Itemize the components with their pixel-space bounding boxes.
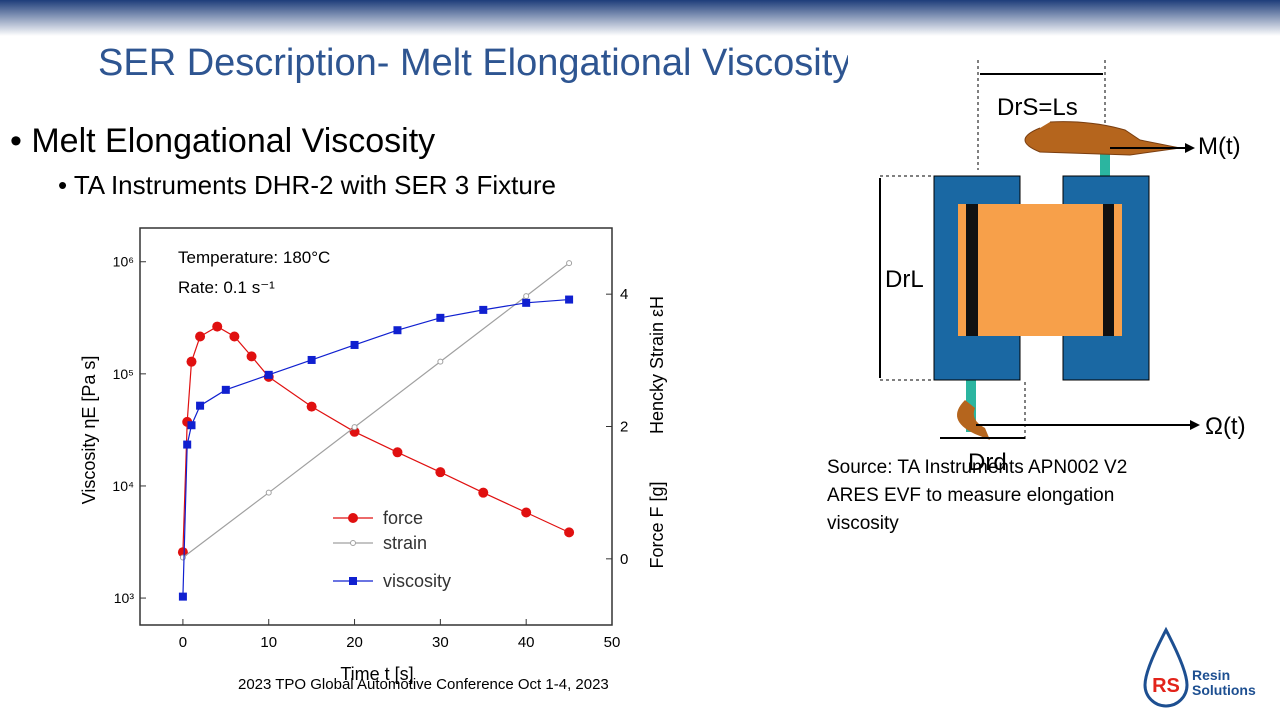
bullet: • Melt Elongational Viscosity <box>10 122 436 160</box>
marker <box>183 440 192 449</box>
marker <box>265 489 272 496</box>
series-line <box>182 325 570 553</box>
marker <box>564 527 575 538</box>
bullet-text: Melt Elongational Viscosity <box>31 122 436 160</box>
footer: 2023 TPO Global Automotive Conference Oc… <box>238 676 609 693</box>
slide-title: SER Description- Melt Elongational Visco… <box>98 42 848 84</box>
clamp <box>966 204 978 336</box>
marker <box>437 358 444 365</box>
marker <box>178 592 187 601</box>
diagram-label: DrL <box>885 266 924 293</box>
legend-label: viscosity <box>383 571 451 591</box>
legend-label: strain <box>383 533 427 553</box>
marker <box>479 305 488 314</box>
marker <box>195 331 206 342</box>
series-line <box>182 262 570 558</box>
marker <box>351 424 358 431</box>
diagram-label: Ω(t) <box>1205 413 1246 440</box>
annotation: Temperature: 180°C <box>178 248 330 267</box>
marker <box>522 298 531 307</box>
source: Source: TA Instruments APN002 V2 ARES EV… <box>827 457 1128 534</box>
x-tick-label: 10 <box>260 634 277 651</box>
rotation-arrow <box>957 400 990 440</box>
marker <box>187 421 196 430</box>
marker <box>392 447 403 458</box>
ser-diagram: DrS=Ls M(t) DrL Ω(t) Drd <box>879 60 1246 476</box>
logo-text: Resin <box>1192 667 1230 683</box>
diagram-label: Drd <box>968 449 1007 476</box>
y2-tick-label: 0 <box>620 551 628 568</box>
x-tick-label: 40 <box>518 634 535 651</box>
marker <box>393 326 402 335</box>
x-tick-label: 30 <box>432 634 449 651</box>
marker <box>436 313 445 322</box>
diagram-label: DrS=Ls <box>997 94 1078 121</box>
y2-axis-label: Force F [g] <box>647 481 667 568</box>
clamp <box>1103 204 1114 336</box>
logo: RS Resin Solutions <box>1143 626 1256 708</box>
y2-tick-label: 2 <box>620 419 628 436</box>
marker <box>186 356 197 367</box>
chart: 0 10 20 30 40 50 10³ 10⁴ 10⁵ 10⁶ 0 2 4 Time t [s] Visc… <box>79 227 667 684</box>
arrowhead <box>1185 143 1195 153</box>
annotation: Rate: 0.1 s⁻¹ <box>178 278 275 297</box>
x-tick-label: 0 <box>179 634 187 651</box>
marker <box>350 340 359 349</box>
marker <box>521 507 532 518</box>
y-tick-label: 10⁵ <box>113 366 134 382</box>
marker <box>246 351 257 362</box>
marker <box>212 321 223 332</box>
x-axis-label: Time t [s] <box>340 664 413 684</box>
y-tick-label: 10³ <box>114 590 135 606</box>
marker <box>264 370 273 379</box>
marker <box>229 331 240 342</box>
y2-tick-label: 4 <box>620 286 628 303</box>
logo-text: Solutions <box>1192 682 1256 698</box>
sample <box>958 204 1122 336</box>
marker <box>177 547 188 558</box>
marker <box>349 577 357 585</box>
arrowhead <box>1190 420 1200 430</box>
marker <box>566 260 573 267</box>
marker <box>565 295 574 304</box>
x-tick-label: 50 <box>604 634 621 651</box>
marker <box>221 385 230 394</box>
marker <box>307 355 316 364</box>
marker <box>350 540 356 546</box>
y-axis-label: Viscosity ηE [Pa s] <box>79 356 99 505</box>
marker <box>523 293 530 300</box>
banner <box>0 0 1280 36</box>
torque-arrow <box>1024 121 1181 156</box>
marker <box>306 401 317 412</box>
logo-drop <box>1143 626 1189 708</box>
sub-bullet: • TA Instruments DHR-2 with SER 3 Fixtur… <box>58 170 556 200</box>
sub-bullet-text: TA Instruments DHR-2 with SER 3 Fixture <box>73 170 556 200</box>
y-tick-label: 10⁴ <box>112 478 134 494</box>
marker <box>478 487 489 498</box>
diagram-label: M(t) <box>1198 133 1241 160</box>
y2-axis-label: Hencky Strain εH <box>647 296 667 434</box>
logo-mark: RS <box>1152 675 1180 697</box>
marker <box>196 401 205 410</box>
y-tick-label: 10⁶ <box>113 254 134 270</box>
marker <box>348 513 358 523</box>
marker <box>435 467 446 478</box>
legend-label: force <box>383 508 423 528</box>
x-tick-label: 20 <box>346 634 363 651</box>
